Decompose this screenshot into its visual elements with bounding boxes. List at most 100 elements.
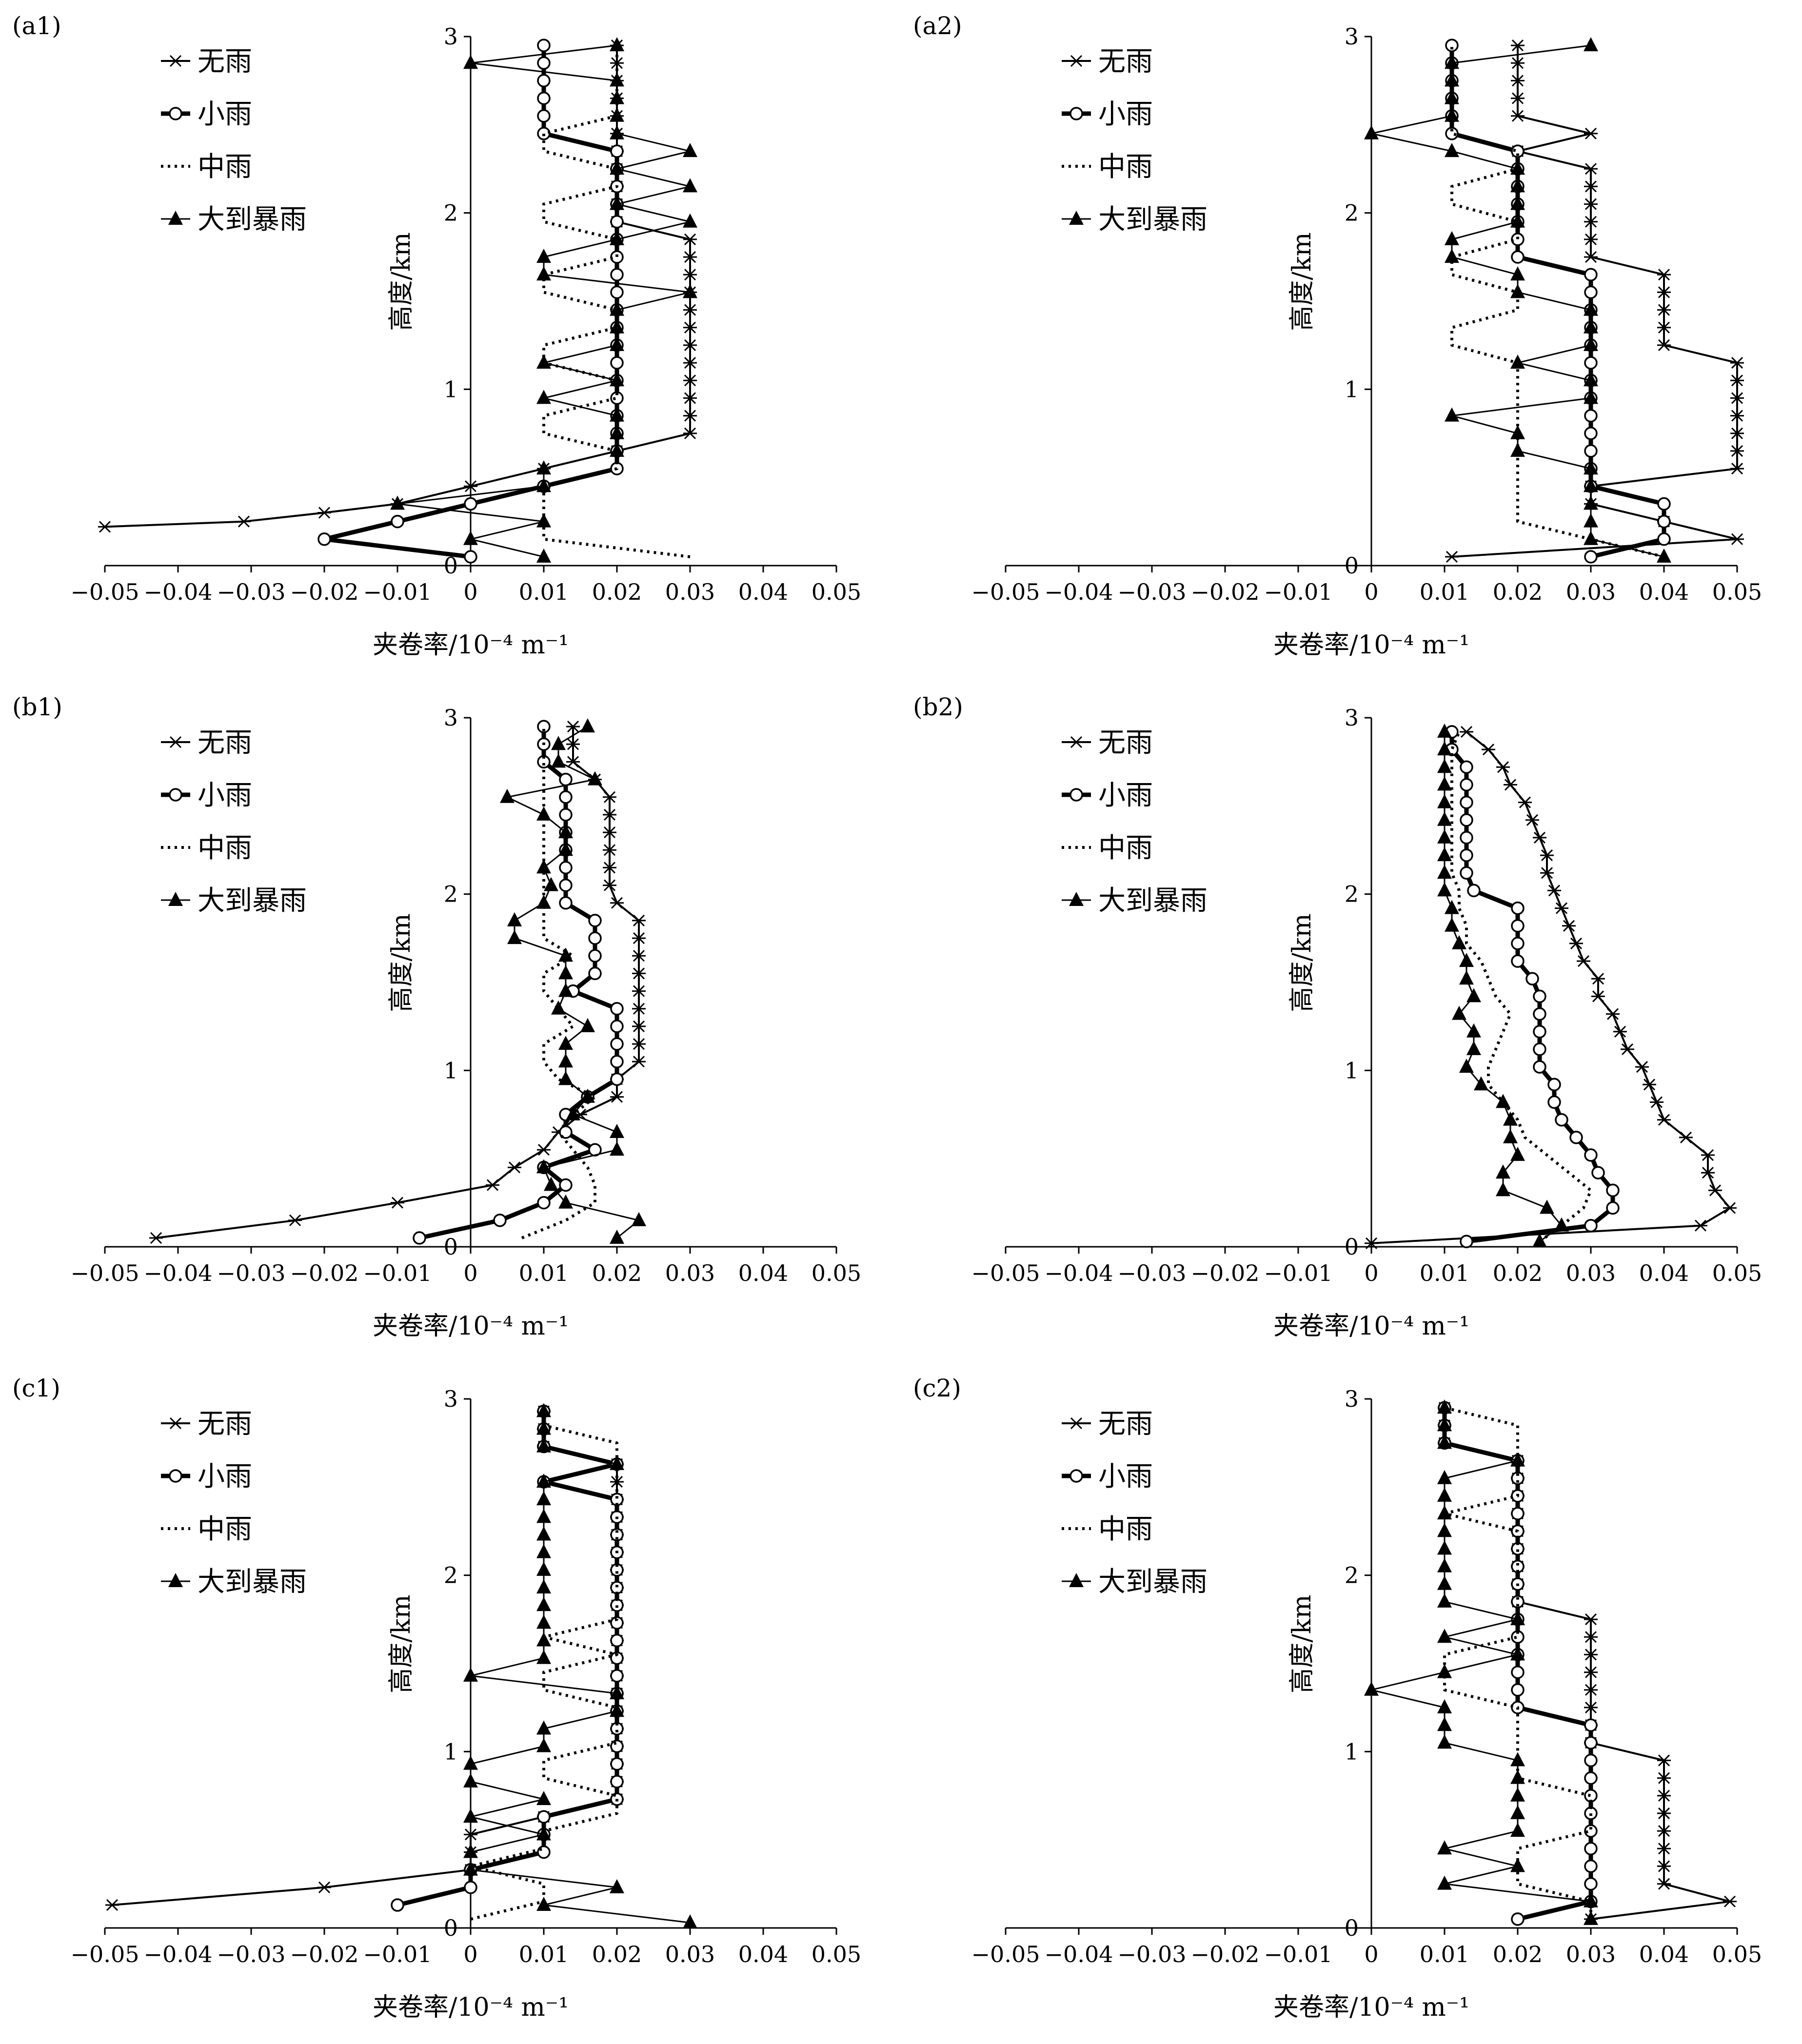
data-point: [1540, 867, 1554, 879]
y-tick-label: 1: [444, 1738, 458, 1765]
data-point: [1657, 339, 1671, 351]
data-point: [1606, 1201, 1620, 1215]
data-point: [610, 391, 624, 405]
legend-marker: [169, 107, 182, 120]
data-point: [317, 532, 331, 546]
data-point: [566, 738, 580, 750]
data-point: [463, 1773, 478, 1788]
data-point: [1511, 919, 1525, 933]
legend-label: 大到暴雨: [1098, 1566, 1208, 1598]
data-point: [683, 251, 697, 263]
data-point: [1708, 1184, 1722, 1197]
data-point: [588, 949, 602, 963]
y-tick-label: 0: [1345, 1915, 1359, 1941]
data-point: [1533, 989, 1546, 1003]
series-0: [1365, 726, 1737, 1249]
data-point: [610, 1775, 624, 1788]
x-tick-label: −0.01: [1264, 579, 1333, 605]
x-tick-label: 0: [463, 579, 477, 605]
x-tick-label: −0.05: [71, 579, 139, 605]
x-tick-label: 0: [1364, 1941, 1378, 1967]
x-tick-label: −0.03: [217, 1941, 286, 1967]
data-point: [559, 878, 573, 892]
data-point: [580, 718, 595, 733]
x-tick-label: 0.02: [1493, 579, 1543, 605]
data-point: [610, 372, 624, 387]
x-tick-label: 0: [463, 1941, 477, 1967]
data-point: [1584, 127, 1598, 139]
y-tick-label: 3: [1345, 23, 1359, 50]
data-point: [1437, 1417, 1452, 1432]
data-point: [603, 791, 616, 803]
data-point: [1459, 970, 1474, 985]
data-point: [391, 1197, 404, 1209]
data-point: [1364, 1681, 1379, 1696]
data-point: [463, 1861, 478, 1876]
data-point: [610, 407, 624, 422]
series-line: [1443, 1406, 1592, 1919]
data-point: [1445, 249, 1459, 263]
data-point: [464, 1881, 477, 1894]
panel-a2: −0.05 −0.04 −0.03 −0.02 −0.01 0 0.01 0.02 0.03 0.…: [901, 0, 1802, 681]
data-point: [1584, 513, 1598, 528]
data-point: [1584, 1824, 1598, 1838]
data-point: [580, 1088, 595, 1103]
x-axis-title: 夹卷率/10⁻⁴ m⁻¹: [373, 1312, 569, 1341]
data-point: [683, 374, 697, 387]
data-point: [558, 1036, 573, 1050]
data-point: [558, 983, 573, 997]
panel-c1: −0.05 −0.04 −0.03 −0.02 −0.01 0 0.01 0.02 0.03 0.…: [0, 1362, 901, 2044]
legend-marker: [169, 55, 182, 67]
x-tick-label: 0.04: [1639, 1260, 1689, 1286]
data-point: [610, 1455, 624, 1470]
data-point: [1445, 127, 1459, 140]
data-point: [463, 1755, 478, 1770]
legend-label: 大到暴雨: [198, 204, 307, 236]
data-point: [632, 932, 646, 944]
data-point: [1584, 268, 1598, 281]
data-point: [390, 495, 405, 510]
data-point: [632, 1020, 646, 1032]
data-point: [1467, 884, 1481, 898]
data-point: [1466, 988, 1481, 1002]
x-tick-label: −0.03: [1118, 1941, 1187, 1967]
panel-label: (a1): [12, 12, 61, 40]
data-point: [317, 507, 331, 519]
data-point: [559, 808, 573, 822]
data-point: [1460, 760, 1473, 774]
data-point: [610, 1091, 624, 1103]
data-point: [237, 515, 251, 528]
data-point: [1437, 811, 1452, 826]
y-axis-title: 高度/km: [387, 232, 416, 331]
legend-label: 大到暴雨: [198, 885, 307, 917]
data-point: [1437, 1734, 1452, 1749]
data-point: [1584, 1859, 1598, 1873]
data-point: [610, 1563, 624, 1577]
x-tick-label: 0.01: [519, 579, 569, 605]
data-point: [1510, 1805, 1525, 1819]
data-point: [1547, 884, 1561, 897]
data-point: [610, 1055, 624, 1068]
data-point: [536, 266, 551, 281]
data-point: [463, 531, 478, 545]
data-point: [1584, 233, 1598, 245]
data-point: [1657, 1807, 1671, 1819]
data-point: [1555, 1113, 1568, 1127]
x-tick-label: 0.03: [1566, 1260, 1616, 1286]
x-axis-title: 夹卷率/10⁻⁴ m⁻¹: [373, 1993, 569, 2022]
data-point: [536, 1896, 551, 1911]
data-point: [683, 1914, 697, 1929]
data-point: [1657, 514, 1671, 529]
data-point: [536, 894, 551, 909]
data-point: [1437, 1399, 1452, 1414]
data-point: [1510, 425, 1525, 439]
panel-b1: −0.05 −0.04 −0.03 −0.02 −0.01 0 0.01 0.02 0.03 0.…: [0, 681, 901, 1362]
data-point: [1511, 110, 1525, 122]
x-tick-label: 0.03: [1566, 1941, 1616, 1967]
data-point: [1510, 1646, 1525, 1661]
legend-label: 无雨: [1098, 1408, 1153, 1440]
data-point: [1437, 1558, 1452, 1572]
series-line: [1444, 1408, 1731, 1920]
